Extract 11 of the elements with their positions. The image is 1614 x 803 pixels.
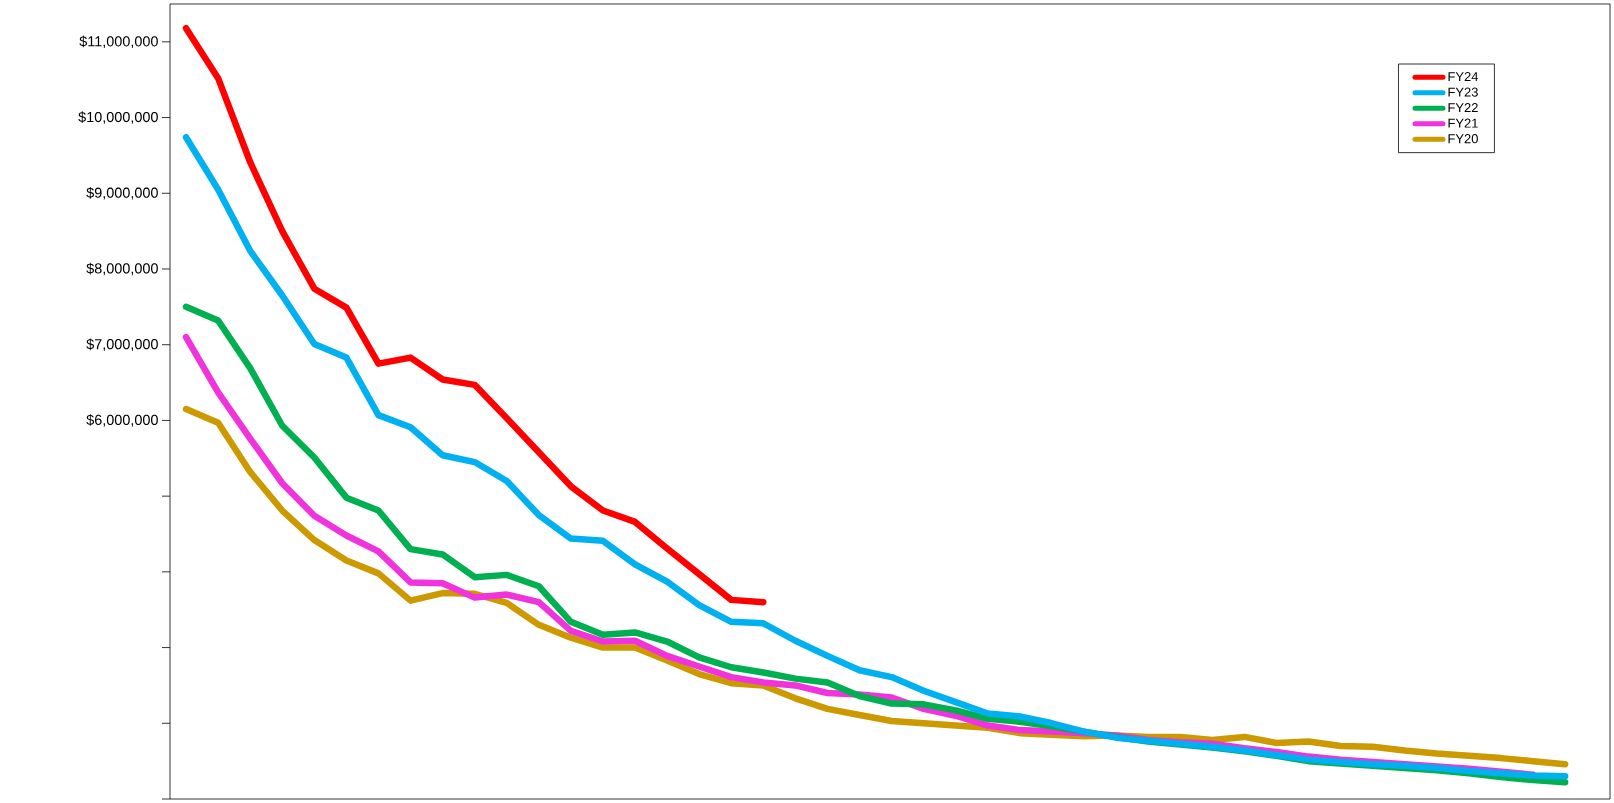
legend-label: FY23 <box>1448 87 1478 97</box>
legend-label: FY21 <box>1448 118 1478 128</box>
y-tick-label: $9,000,000 <box>86 187 158 200</box>
legend-label: FY22 <box>1448 103 1478 113</box>
legend-label: FY20 <box>1448 134 1478 144</box>
y-tick-label: $8,000,000 <box>86 262 158 276</box>
y-tick-label: $11,000,000 <box>79 35 158 49</box>
y-tick-label: $6,000,000 <box>86 414 158 427</box>
legend-label: FY24 <box>1448 72 1479 82</box>
y-tick-label: $7,000,000 <box>86 338 158 351</box>
y-tick-label: $10,000,000 <box>78 111 158 124</box>
